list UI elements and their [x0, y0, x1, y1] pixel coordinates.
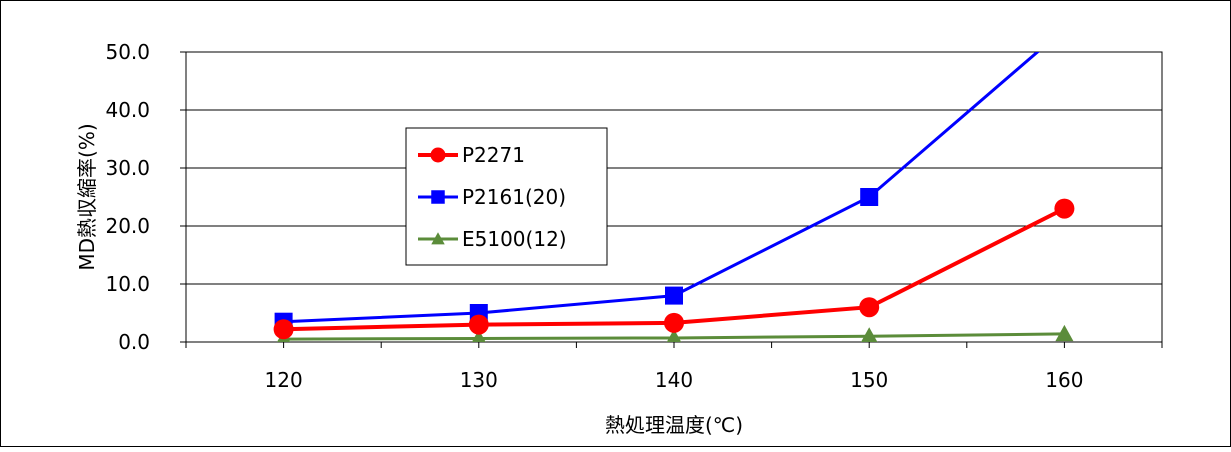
- x-tick-label: 140: [655, 368, 693, 392]
- data-point: [431, 148, 446, 163]
- y-tick-label: 20.0: [105, 214, 150, 238]
- y-axis-title: MD熱収縮率(%): [75, 123, 99, 270]
- legend-label: E5100(12): [462, 227, 567, 251]
- x-axis-title: 熱処理温度(℃): [605, 413, 743, 437]
- x-tick-label: 130: [460, 368, 498, 392]
- y-tick-label: 30.0: [105, 156, 150, 180]
- data-point: [274, 319, 294, 339]
- y-tick-label: 0.0: [118, 330, 150, 354]
- data-point: [469, 315, 489, 335]
- legend-label: P2271: [462, 143, 525, 167]
- y-tick-label: 50.0: [105, 40, 150, 64]
- x-tick-label: 120: [265, 368, 303, 392]
- data-point: [664, 313, 684, 333]
- data-point: [431, 190, 445, 204]
- y-tick-label: 40.0: [105, 98, 150, 122]
- x-tick-label: 150: [850, 368, 888, 392]
- data-point: [665, 287, 683, 305]
- legend-label: P2161(20): [462, 185, 566, 209]
- x-tick-label: 160: [1045, 368, 1083, 392]
- y-tick-label: 10.0: [105, 272, 150, 296]
- data-point: [859, 297, 879, 317]
- data-point: [860, 188, 878, 206]
- legend: P2271 P2161(20) E5100(12): [406, 128, 607, 265]
- data-point: [1054, 199, 1074, 219]
